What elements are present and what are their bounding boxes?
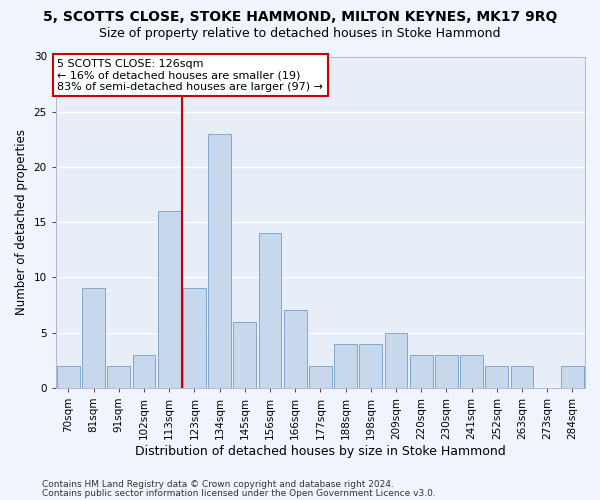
Bar — [259, 233, 281, 388]
Text: 5, SCOTTS CLOSE, STOKE HAMMOND, MILTON KEYNES, MK17 9RQ: 5, SCOTTS CLOSE, STOKE HAMMOND, MILTON K… — [43, 10, 557, 24]
Text: 5 SCOTTS CLOSE: 126sqm
← 16% of detached houses are smaller (19)
83% of semi-det: 5 SCOTTS CLOSE: 126sqm ← 16% of detached… — [57, 58, 323, 92]
Bar — [82, 288, 105, 388]
Text: Contains public sector information licensed under the Open Government Licence v3: Contains public sector information licen… — [42, 488, 436, 498]
Bar — [385, 332, 407, 388]
Bar — [359, 344, 382, 388]
Bar — [158, 211, 181, 388]
Bar — [107, 366, 130, 388]
Bar — [133, 354, 155, 388]
Bar — [309, 366, 332, 388]
Y-axis label: Number of detached properties: Number of detached properties — [15, 129, 28, 315]
Bar — [233, 322, 256, 388]
X-axis label: Distribution of detached houses by size in Stoke Hammond: Distribution of detached houses by size … — [135, 444, 506, 458]
Bar — [208, 134, 231, 388]
Bar — [410, 354, 433, 388]
Bar — [435, 354, 458, 388]
Bar — [183, 288, 206, 388]
Bar — [485, 366, 508, 388]
Text: Size of property relative to detached houses in Stoke Hammond: Size of property relative to detached ho… — [99, 28, 501, 40]
Text: Contains HM Land Registry data © Crown copyright and database right 2024.: Contains HM Land Registry data © Crown c… — [42, 480, 394, 489]
Bar — [511, 366, 533, 388]
Bar — [57, 366, 80, 388]
Bar — [460, 354, 483, 388]
Bar — [334, 344, 357, 388]
Bar — [284, 310, 307, 388]
Bar — [561, 366, 584, 388]
